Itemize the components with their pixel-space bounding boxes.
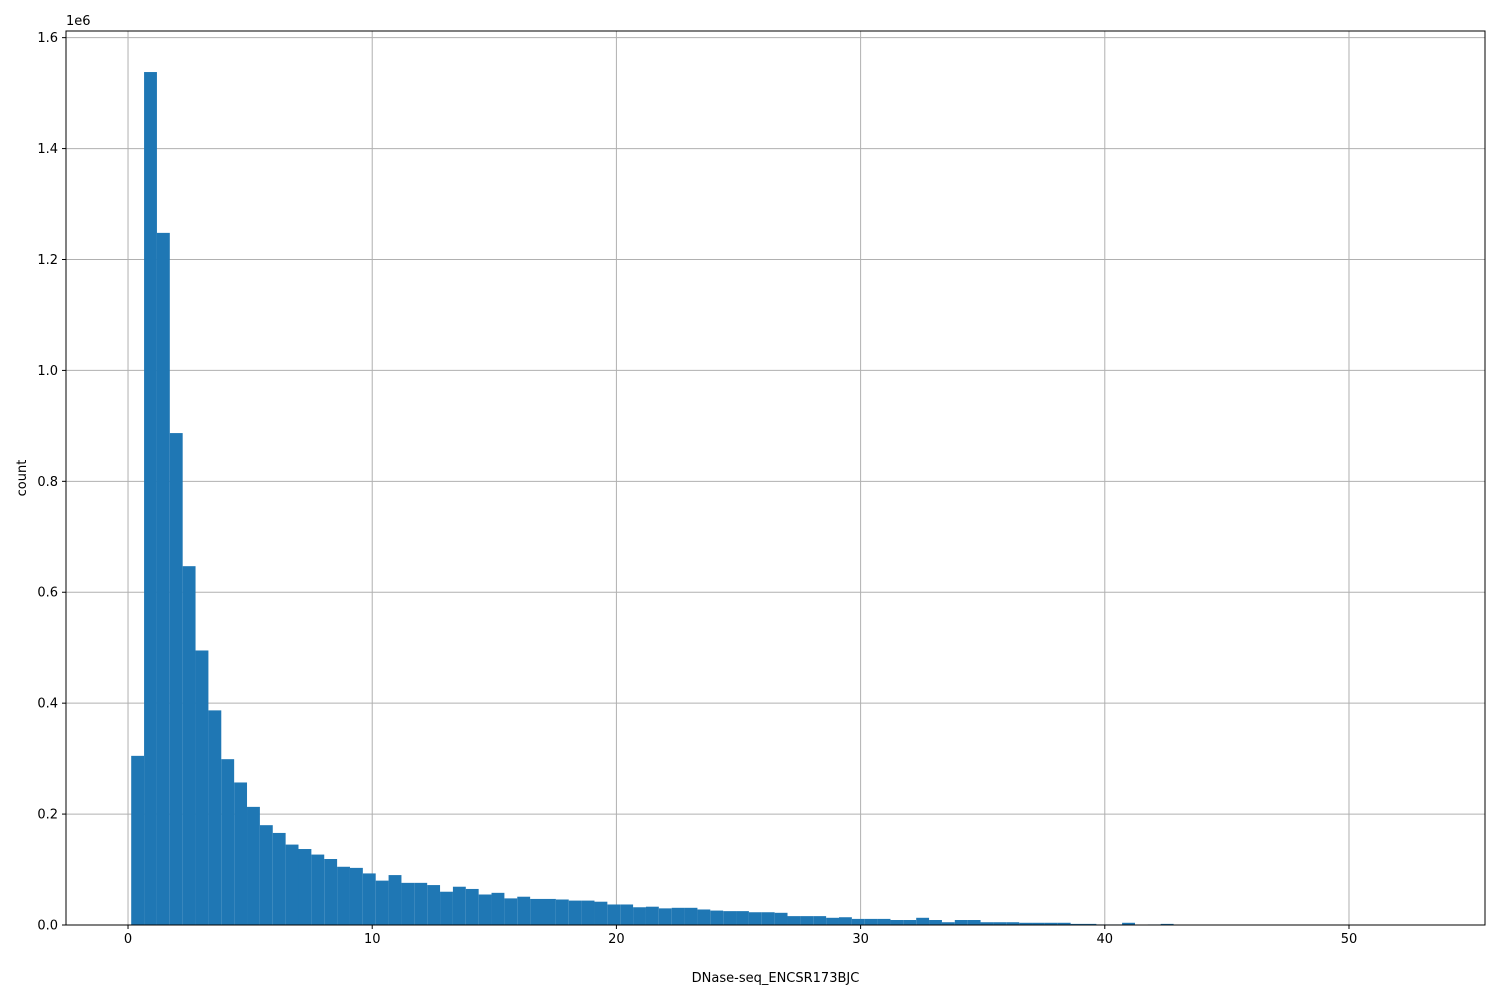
y-axis-ticks: 0.0 0.2 0.4 0.6 0.8 1.0 1.2 1.4 1.6 xyxy=(37,31,66,933)
histogram-bar xyxy=(788,916,801,925)
x-tick-label: 20 xyxy=(608,932,625,947)
histogram-bar xyxy=(749,912,762,925)
histogram-bar xyxy=(890,920,903,925)
histogram-bar xyxy=(221,759,234,925)
histogram-bar xyxy=(479,894,492,925)
histogram-bar xyxy=(363,873,376,925)
histogram-bar xyxy=(633,907,646,925)
histogram-bar xyxy=(157,233,170,925)
histogram-bar xyxy=(556,899,569,925)
histogram-bar xyxy=(298,849,311,925)
histogram-bar xyxy=(929,920,942,925)
histogram-bar xyxy=(401,883,414,925)
histogram-bar xyxy=(968,920,981,925)
histogram-bar xyxy=(260,825,273,925)
y-tick-label: 0.2 xyxy=(37,808,58,823)
histogram-bar xyxy=(903,920,916,925)
histogram-bar xyxy=(736,911,749,925)
histogram-bar xyxy=(144,72,157,925)
x-tick-label: 10 xyxy=(364,932,381,947)
histogram-bar xyxy=(324,859,337,925)
y-tick-label: 1.6 xyxy=(37,31,58,46)
y-tick-label: 0.0 xyxy=(37,919,58,934)
histogram-bar xyxy=(247,807,260,925)
histogram-bar xyxy=(697,909,710,925)
histogram-bar xyxy=(607,904,620,925)
y-offset-label: 1e6 xyxy=(66,14,91,29)
histogram-bar xyxy=(131,756,144,925)
x-tick-label: 40 xyxy=(1097,932,1114,947)
x-axis-ticks: 0 10 20 30 40 50 xyxy=(124,925,1357,947)
histogram-bar xyxy=(504,898,517,925)
histogram-bar xyxy=(427,885,440,925)
histogram-bar xyxy=(672,908,685,925)
plot-frame xyxy=(66,31,1485,925)
histogram-bar xyxy=(865,919,878,925)
histogram-bar xyxy=(762,912,775,925)
x-tick-label: 0 xyxy=(124,932,132,947)
histogram-bar xyxy=(916,918,929,925)
histogram-bar xyxy=(234,782,247,925)
histogram-bar xyxy=(813,916,826,925)
histogram-bar xyxy=(273,833,286,925)
x-tick-label: 30 xyxy=(852,932,869,947)
histogram-bar xyxy=(800,916,813,925)
y-tick-label: 1.0 xyxy=(37,364,58,379)
histogram-bar xyxy=(710,911,723,925)
y-tick-label: 0.6 xyxy=(37,586,58,601)
histogram-bar xyxy=(311,855,324,925)
histogram-bar xyxy=(878,919,891,925)
histogram-bar xyxy=(569,901,582,925)
y-tick-label: 0.4 xyxy=(37,697,58,712)
x-tick-label: 50 xyxy=(1341,932,1358,947)
histogram-bar xyxy=(414,883,427,925)
histogram-bar xyxy=(286,845,299,925)
y-tick-label: 1.2 xyxy=(37,253,58,268)
y-tick-label: 1.4 xyxy=(37,142,58,157)
histogram-bar xyxy=(453,887,466,925)
histogram-bar xyxy=(530,899,543,925)
histogram-bar xyxy=(492,893,505,925)
histogram-bar xyxy=(440,892,453,925)
histogram-bar xyxy=(955,920,968,925)
histogram-bar xyxy=(170,433,183,925)
y-axis-label: count xyxy=(15,460,30,497)
histogram-bars xyxy=(131,72,1186,925)
histogram-bar xyxy=(196,650,209,925)
y-tick-label: 0.8 xyxy=(37,475,58,490)
histogram-bar xyxy=(543,899,556,925)
histogram-bar xyxy=(208,710,221,925)
histogram-bar xyxy=(826,918,839,925)
histogram-bar xyxy=(376,881,389,925)
histogram-bar xyxy=(839,917,852,925)
histogram-bar xyxy=(183,566,196,925)
histogram-bar xyxy=(517,897,530,925)
histogram-bar xyxy=(582,901,595,925)
histogram-bar xyxy=(620,904,633,925)
histogram-bar xyxy=(466,889,479,925)
histogram-bar xyxy=(337,867,350,925)
histogram-bar xyxy=(852,919,865,925)
histogram-bar xyxy=(723,911,736,925)
histogram-bar xyxy=(646,907,659,925)
histogram-bar xyxy=(594,902,607,925)
histogram-bar xyxy=(659,908,672,925)
histogram-bar xyxy=(775,913,788,925)
grid-lines xyxy=(66,31,1485,925)
x-axis-label: DNase-seq_ENCSR173BJC xyxy=(692,971,860,986)
histogram-bar xyxy=(685,908,698,925)
histogram-bar xyxy=(389,875,402,925)
histogram-bar xyxy=(350,868,363,925)
